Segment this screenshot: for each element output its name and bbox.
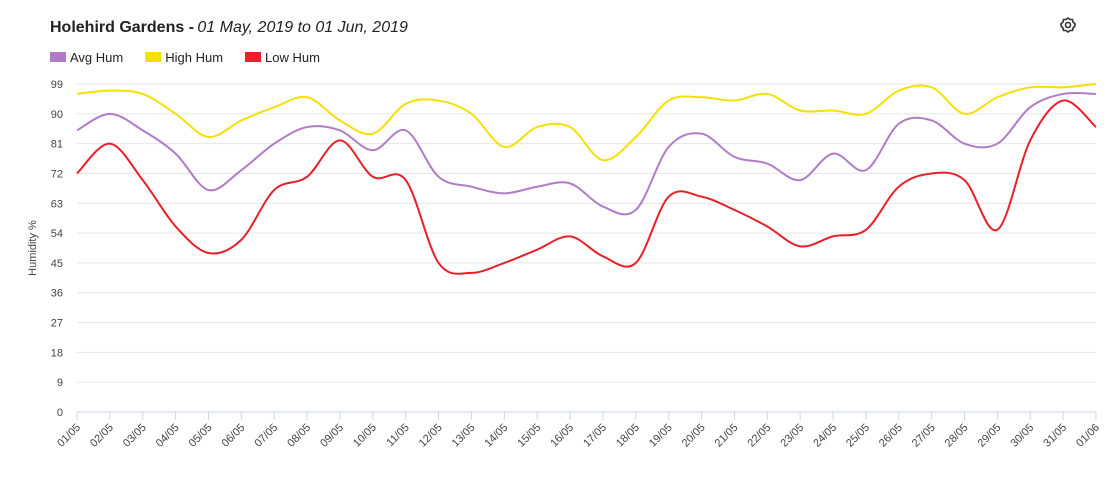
- y-tick-label: 72: [51, 168, 63, 180]
- y-tick-label: 45: [51, 258, 63, 270]
- y-tick-label: 54: [51, 228, 63, 240]
- x-tick-label: 06/05: [220, 422, 248, 450]
- x-tick-label: 03/05: [121, 422, 149, 450]
- line-series: [76, 83, 1097, 162]
- y-tick-label: 90: [51, 109, 63, 121]
- x-tick-label: 25/05: [844, 422, 872, 450]
- x-tick-label: 09/05: [318, 422, 346, 450]
- x-tick-label: 17/05: [581, 422, 609, 450]
- x-tick-label: 21/05: [713, 422, 741, 450]
- x-tick-label: 16/05: [548, 422, 576, 450]
- x-tick-label: 15/05: [515, 422, 543, 450]
- x-tick-label: 13/05: [450, 422, 478, 450]
- y-tick-label: 81: [51, 139, 63, 151]
- legend-label: Low Hum: [265, 50, 320, 65]
- y-tick-label: 27: [51, 318, 63, 330]
- x-tick-label: 14/05: [482, 422, 510, 450]
- x-tick-label: 26/05: [877, 422, 905, 450]
- x-tick-label: 28/05: [943, 422, 971, 450]
- x-tick-label: 31/05: [1041, 422, 1069, 450]
- settings-icon[interactable]: [1060, 17, 1076, 33]
- x-tick-label: 10/05: [351, 422, 379, 450]
- x-tick-label: 30/05: [1008, 422, 1036, 450]
- x-tick-label: 18/05: [614, 422, 642, 450]
- legend-swatch: [145, 52, 162, 62]
- x-tick-label: 05/05: [187, 422, 215, 450]
- x-tick-label: 07/05: [252, 422, 280, 450]
- y-tick-label: 18: [51, 347, 63, 359]
- line-series: [76, 91, 1097, 216]
- y-tick-label: 9: [57, 377, 63, 389]
- y-tick-label: 99: [51, 79, 63, 91]
- title: Holehird Gardens -: [50, 19, 194, 36]
- x-tick-label: 11/05: [384, 422, 411, 449]
- legend-label: Avg Hum: [70, 50, 123, 65]
- x-tick-label: 22/05: [745, 422, 773, 450]
- x-tick-label: 23/05: [778, 422, 806, 450]
- x-tick-label: 24/05: [811, 422, 839, 450]
- legend-swatch: [245, 52, 262, 62]
- y-tick-label: 63: [51, 198, 63, 210]
- x-tick-label: 04/05: [154, 422, 182, 450]
- x-tick-label: 12/05: [417, 422, 445, 450]
- x-tick-label: 19/05: [647, 422, 675, 450]
- y-tick-label: 36: [51, 288, 63, 300]
- x-tick-label: 20/05: [680, 422, 708, 450]
- line-series: [76, 99, 1097, 275]
- x-tick-label: 29/05: [976, 422, 1004, 450]
- x-tick-label: 02/05: [88, 422, 116, 450]
- x-tick-label: 01/06: [1074, 422, 1102, 450]
- x-tick-label: 27/05: [910, 422, 938, 450]
- legend-swatch: [50, 52, 66, 62]
- chart-title: Holehird Gardens - 01 May, 2019 to 01 Ju…: [50, 19, 408, 36]
- legend-label: High Hum: [165, 50, 223, 65]
- x-tick-label: 01/05: [55, 422, 83, 450]
- subtitle: 01 May, 2019 to 01 Jun, 2019: [197, 19, 408, 36]
- y-tick-label: 0: [57, 407, 63, 419]
- x-tick-label: 08/05: [285, 422, 313, 450]
- y-axis-label: Humidity %: [27, 220, 39, 276]
